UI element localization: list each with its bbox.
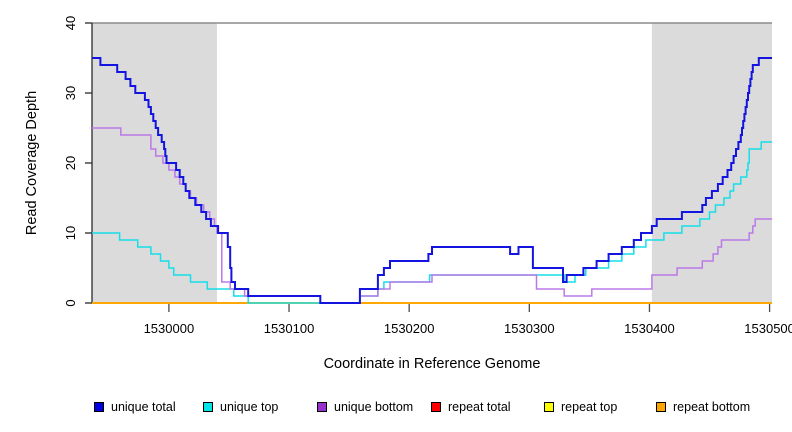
legend-swatch-icon (656, 402, 666, 412)
legend-swatch-icon (203, 402, 213, 412)
x-tick-label: 1530400 (624, 321, 675, 336)
legend: unique total unique top unique bottom repea… (0, 400, 792, 417)
legend-label: unique total (111, 400, 176, 414)
shaded-region (92, 23, 217, 303)
y-tick-label: 10 (63, 225, 78, 241)
x-tick-label: 1530500 (744, 321, 792, 336)
legend-swatch-icon (431, 402, 441, 412)
x-tick-label: 1530200 (383, 321, 435, 336)
y-tick-label: 40 (63, 15, 78, 31)
x-tick-label: 1530300 (504, 321, 555, 336)
legend-swatch-icon (544, 402, 554, 412)
x-tick-label: 1530000 (143, 321, 195, 336)
series-line-unique-total (92, 57, 772, 304)
y-axis-title: Read Coverage Depth (24, 90, 40, 236)
legend-label: repeat total (448, 400, 511, 414)
legend-swatch-icon (94, 402, 104, 412)
y-tick-label: 30 (63, 85, 78, 101)
x-axis-title: Coordinate in Reference Genome (323, 356, 541, 372)
y-tick-label: 20 (63, 155, 78, 171)
legend-label: unique top (220, 400, 279, 414)
x-tick-label: 1530100 (263, 321, 315, 336)
legend-label: repeat bottom (673, 400, 751, 414)
y-tick-label: 0 (63, 299, 78, 307)
legend-label: repeat top (561, 400, 618, 414)
legend-swatch-icon (317, 402, 327, 412)
legend-label: unique bottom (334, 400, 414, 414)
